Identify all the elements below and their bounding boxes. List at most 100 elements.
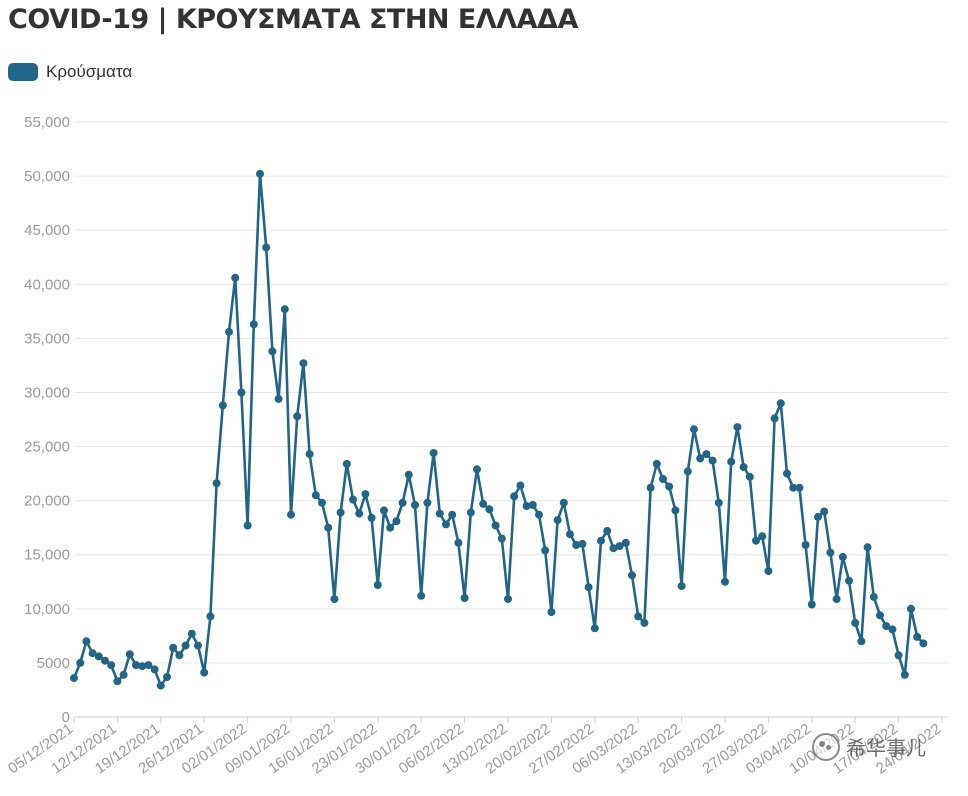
data-point	[429, 449, 438, 457]
data-point	[665, 482, 674, 491]
data-point	[181, 641, 190, 650]
data-point	[541, 546, 550, 555]
data-point	[404, 470, 413, 479]
data-point	[801, 541, 810, 549]
data-point	[423, 498, 432, 507]
data-point	[900, 670, 909, 679]
data-point	[522, 502, 531, 510]
data-point	[807, 600, 816, 609]
data-point	[466, 508, 475, 517]
data-point	[132, 661, 140, 670]
y-tick-label: 35,000	[24, 330, 70, 347]
data-point	[727, 457, 736, 466]
data-point	[646, 483, 655, 492]
data-point	[163, 673, 171, 681]
data-point	[497, 534, 506, 543]
y-tick-label: 10,000	[24, 601, 70, 618]
data-point	[442, 520, 450, 529]
data-point	[256, 169, 264, 178]
data-point	[770, 414, 779, 423]
data-point	[857, 637, 866, 646]
data-point	[615, 542, 624, 551]
data-point	[280, 305, 289, 314]
data-point	[621, 538, 630, 547]
data-point	[758, 532, 767, 541]
data-point	[584, 583, 593, 592]
data-point	[293, 412, 302, 421]
data-point	[299, 359, 308, 368]
data-point	[634, 612, 643, 621]
data-point	[820, 507, 829, 516]
series-line	[72, 172, 925, 687]
data-point	[119, 670, 128, 679]
data-point	[169, 643, 178, 652]
data-point	[535, 510, 543, 519]
gridlines	[75, 121, 948, 718]
data-point	[243, 521, 252, 530]
data-point	[367, 513, 376, 522]
data-point	[882, 622, 891, 631]
legend-label: Κρούσματα	[46, 62, 133, 81]
data-point	[876, 611, 884, 620]
y-tick-label: 25,000	[24, 439, 70, 456]
data-point	[398, 498, 407, 507]
data-point	[175, 651, 184, 660]
legend[interactable]: Κρούσματα	[8, 62, 132, 82]
data-point	[82, 637, 91, 646]
data-point	[454, 538, 463, 547]
data-point	[752, 536, 760, 545]
data-point	[553, 516, 562, 525]
data-point	[355, 509, 364, 518]
data-point	[919, 639, 928, 648]
data-point	[764, 567, 773, 575]
data-point	[373, 581, 382, 589]
data-point	[504, 595, 512, 604]
data-point	[274, 394, 283, 403]
data-point	[225, 327, 233, 336]
data-point	[349, 495, 357, 504]
data-point	[652, 459, 661, 468]
data-point	[894, 651, 903, 660]
data-point	[212, 479, 221, 488]
data-point	[150, 665, 159, 674]
y-tick-label: 20,000	[24, 493, 70, 510]
data-point	[547, 608, 556, 617]
y-tick-label: 30,000	[24, 384, 70, 401]
data-point	[510, 492, 519, 501]
x-axis-ticks: 05/12/202112/12/202119/12/202126/12/2021…	[5, 717, 944, 777]
y-axis-ticks: 0 5000 10,000 15,000 20,000 25,000 30,000 35,00…	[24, 114, 70, 726]
data-point	[559, 498, 568, 507]
series-points	[70, 169, 928, 690]
data-point	[485, 505, 494, 514]
data-point	[721, 577, 729, 586]
data-point	[491, 521, 500, 530]
data-point	[187, 629, 196, 638]
y-tick-label: 40,000	[24, 276, 70, 293]
data-point	[869, 592, 878, 601]
data-point	[578, 539, 587, 548]
data-point	[609, 544, 618, 553]
data-point	[702, 450, 711, 459]
data-point	[863, 543, 872, 552]
data-point	[138, 662, 147, 671]
data-point	[460, 594, 469, 602]
data-point	[194, 641, 202, 650]
data-point	[733, 423, 742, 432]
data-point	[590, 624, 599, 633]
data-point	[305, 450, 314, 459]
data-point	[739, 463, 748, 472]
wechat-icon	[812, 732, 840, 761]
y-tick-label: 45,000	[24, 222, 70, 239]
data-point	[597, 536, 605, 545]
data-point	[659, 475, 667, 483]
data-point	[448, 510, 457, 519]
series-line-path	[72, 172, 925, 687]
data-point	[795, 483, 804, 492]
data-point	[249, 320, 258, 329]
data-point	[76, 658, 85, 667]
data-point	[603, 526, 612, 535]
y-tick-label: 5000	[37, 655, 70, 672]
data-point	[262, 243, 271, 252]
data-point	[714, 498, 723, 507]
data-point	[671, 506, 680, 515]
